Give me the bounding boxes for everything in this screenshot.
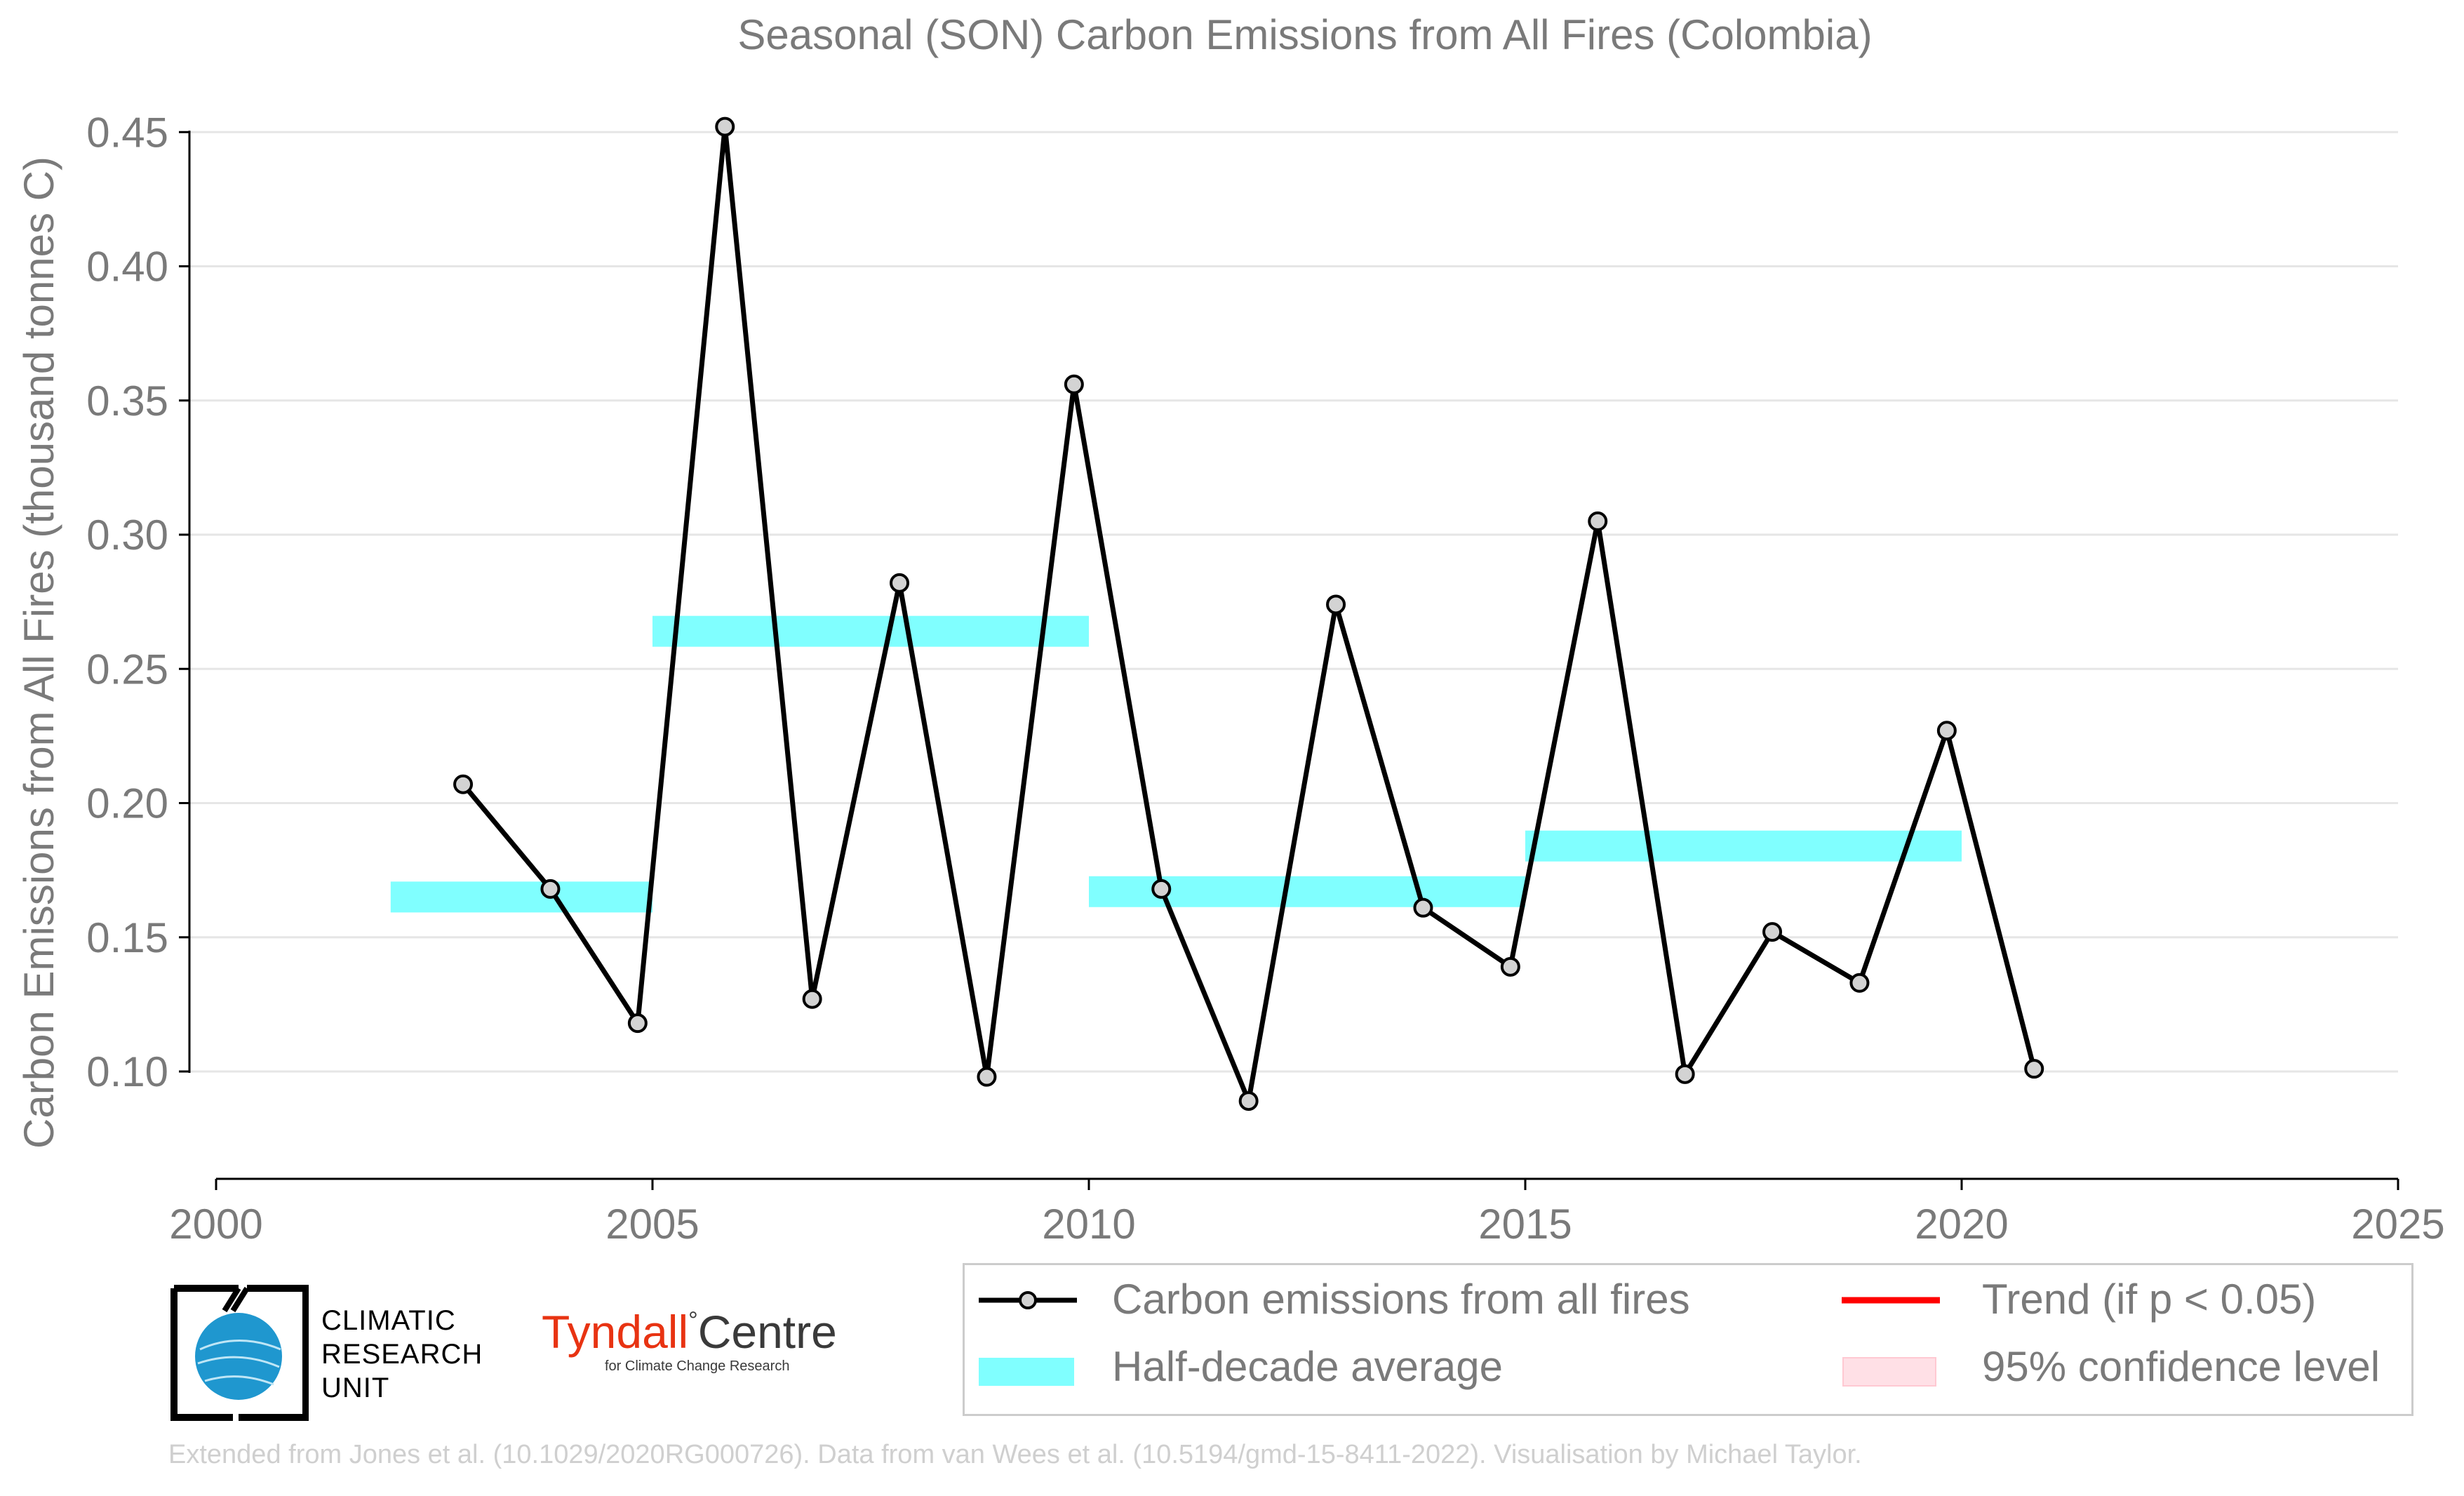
y-tick-label: 0.35 xyxy=(86,378,168,425)
emissions-point xyxy=(1064,374,1084,394)
legend-symbol-emissions xyxy=(979,1291,1077,1309)
gridlines xyxy=(189,131,2398,1073)
emissions-point xyxy=(1326,594,1346,615)
emissions-point xyxy=(627,1013,648,1034)
x-tick-label: 2010 xyxy=(1042,1201,1135,1248)
x-tick-label: 2015 xyxy=(1478,1201,1572,1248)
x-tick-label: 2025 xyxy=(2351,1201,2444,1248)
tyndall-logo: Tyndall°Centre for Climate Change Resear… xyxy=(542,1305,850,1389)
legend-symbol-half-decade xyxy=(979,1358,1074,1386)
x-tick-label: 2000 xyxy=(169,1201,262,1248)
cru-logo: CLIMATIC RESEARCH UNIT xyxy=(168,1283,498,1423)
emissions-point xyxy=(802,989,822,1009)
emissions-point xyxy=(1936,721,1957,741)
emissions-series xyxy=(453,116,2044,1111)
y-axis-label: Carbon Emissions from All Fires (thousan… xyxy=(15,156,62,1149)
emissions-line xyxy=(461,124,2037,1104)
emissions-point xyxy=(1588,511,1608,531)
cru-line-3: UNIT xyxy=(321,1373,390,1403)
emissions-point xyxy=(1762,922,1783,942)
emissions-point xyxy=(1500,956,1520,977)
legend-label-confidence: 95% confidence level xyxy=(1982,1343,2381,1390)
cru-globe-icon xyxy=(170,1285,309,1421)
y-tick-label: 0.25 xyxy=(86,646,168,693)
tyndall-name: Tyndall xyxy=(542,1306,689,1358)
y-tick-label: 0.20 xyxy=(86,780,168,827)
credit-text: Extended from Jones et al. (10.1029/2020… xyxy=(168,1440,1862,1469)
cru-line-2: RESEARCH xyxy=(321,1339,483,1370)
tyndall-centre: Centre xyxy=(697,1306,837,1358)
tyndall-degree: ° xyxy=(688,1307,698,1334)
emissions-point xyxy=(1413,897,1433,918)
legend-label-trend: Trend (if p < 0.05) xyxy=(1982,1276,2317,1323)
y-tick-label: 0.30 xyxy=(86,512,168,559)
half-decade-bar xyxy=(1525,830,1962,862)
y-tick-label: 0.15 xyxy=(86,914,168,961)
y-tick-label: 0.40 xyxy=(86,243,168,290)
emissions-point xyxy=(977,1067,997,1087)
half-decade-bands xyxy=(390,615,1962,913)
emissions-point xyxy=(1238,1091,1259,1111)
y-tick-label: 0.45 xyxy=(86,109,168,156)
x-tick-label: 2005 xyxy=(605,1201,699,1248)
cru-line-1: CLIMATIC xyxy=(321,1305,456,1336)
y-axis: 0.10 0.15 0.20 0.25 0.30 0.35 0.40 0.45 xyxy=(86,109,191,1095)
emissions-point xyxy=(2024,1059,2044,1079)
x-tick-label: 2020 xyxy=(1915,1201,2008,1248)
emissions-point xyxy=(540,879,561,899)
emissions-point xyxy=(890,573,910,593)
emissions-point xyxy=(1849,973,1870,993)
emissions-point xyxy=(1675,1064,1695,1084)
legend-symbol-trend xyxy=(1842,1297,1940,1304)
emissions-point xyxy=(715,116,735,137)
chart-title: Seasonal (SON) Carbon Emissions from All… xyxy=(737,11,1872,58)
x-axis: 2000 2005 2010 2015 2020 2025 xyxy=(169,1177,2445,1248)
y-tick-label: 0.10 xyxy=(86,1048,168,1095)
legend: Carbon emissions from all fires Trend (i… xyxy=(963,1263,2413,1416)
half-decade-bar xyxy=(652,615,1089,647)
emissions-point xyxy=(1151,879,1172,899)
legend-label-half-decade: Half-decade average xyxy=(1112,1343,1504,1390)
emissions-point xyxy=(453,774,474,794)
half-decade-bar xyxy=(390,881,652,913)
legend-label-emissions: Carbon emissions from all fires xyxy=(1112,1276,1690,1323)
legend-symbol-confidence xyxy=(1842,1357,1936,1387)
tyndall-subtitle: for Climate Change Research xyxy=(605,1358,790,1374)
